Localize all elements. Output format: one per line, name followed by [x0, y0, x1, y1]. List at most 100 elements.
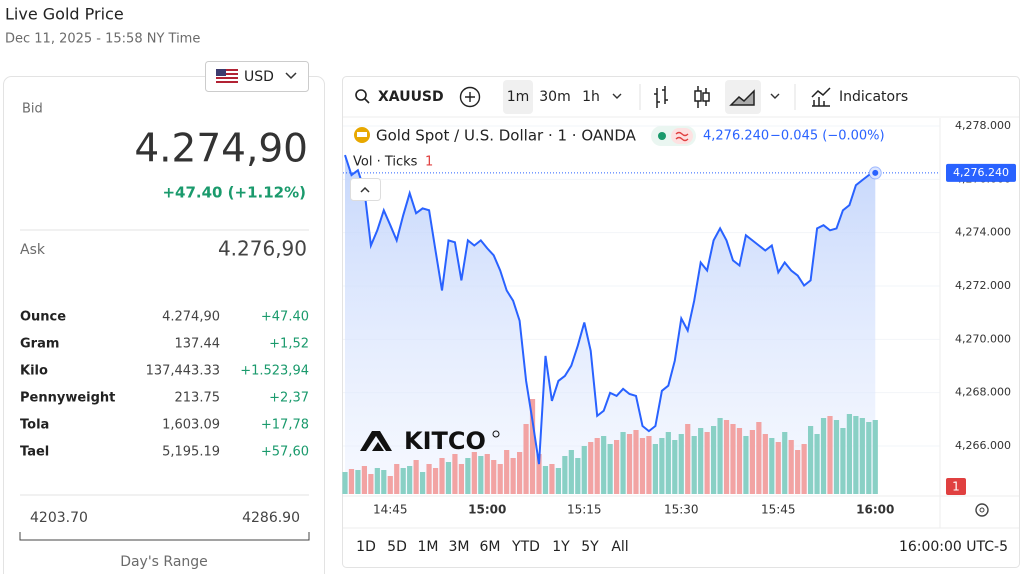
volume-bar: [711, 426, 717, 494]
bars-icon[interactable]: [654, 86, 668, 108]
last-point: [872, 169, 879, 176]
unit-price: 213.75: [175, 391, 221, 406]
period-buttons: 1D 5D 1M 3M 6M YTD 1Y 5Y All: [356, 539, 629, 555]
volume-bar: [814, 434, 820, 494]
currency-select[interactable]: USD: [205, 61, 309, 92]
bid-value: 4.274,90: [134, 127, 308, 172]
period[interactable]: 1Y: [552, 539, 570, 555]
ask-value: 4.276,90: [218, 237, 307, 261]
settings-core: [979, 507, 985, 513]
volume-bar: [452, 454, 458, 494]
bid-label: Bid: [22, 102, 43, 117]
range-label: Day's Range: [120, 554, 208, 570]
area: [345, 155, 876, 494]
chevron[interactable]: [612, 93, 622, 99]
status-dot: [658, 132, 666, 140]
volume-bar: [866, 422, 872, 494]
unit-change: +1.523,94: [240, 364, 309, 379]
volume-bar: [743, 436, 749, 494]
price-tag: [946, 163, 1016, 182]
x-tick-label: 16:00: [856, 503, 894, 517]
flag-canton: [216, 69, 226, 76]
volume-bar: [504, 450, 510, 494]
price-tag-text: 4,276.240: [953, 166, 1009, 179]
chevron[interactable]: [770, 93, 780, 99]
series-name: Gold Spot / U.S. Dollar · 1 · OANDA: [376, 127, 637, 145]
area-icon[interactable]: [729, 89, 755, 106]
flag-stripe: [216, 75, 238, 77]
unit-table: Ounce 4.274,90 +47.40 Gram 137.44 +1,52 Kilo 13…: [20, 310, 309, 460]
volume-bar: [808, 426, 814, 494]
y-tick-label: 4,274.000: [955, 226, 1011, 239]
range-high: 4286.90: [242, 510, 300, 526]
volume-bar: [659, 438, 665, 494]
x-tick-label: 15:45: [761, 503, 796, 517]
flag-stripe: [216, 79, 238, 81]
unit-name: Ounce: [20, 310, 66, 325]
indicators-icon[interactable]: [811, 87, 831, 107]
currency[interactable]: USD: [244, 69, 274, 85]
interval[interactable]: 1h: [582, 89, 600, 105]
volume-bar: [672, 440, 678, 494]
interval[interactable]: 30m: [539, 89, 570, 105]
period[interactable]: 1M: [418, 539, 439, 555]
volume-bar: [827, 416, 833, 494]
bid-change: +47.40 (+1.12%): [162, 184, 306, 202]
volume-bar: [698, 428, 704, 494]
x-tick-label: 15:00: [468, 503, 506, 517]
volume-bar: [491, 460, 497, 494]
unit-change: +1,52: [269, 337, 309, 352]
unit-change: +2,37: [269, 391, 309, 406]
search-icon[interactable]: [355, 89, 367, 101]
volume-bar: [769, 438, 775, 494]
volume-bar: [549, 464, 555, 494]
unit-name: Gram: [20, 337, 59, 352]
period[interactable]: 6M: [480, 539, 501, 555]
symbol[interactable]: XAUUSD: [378, 89, 444, 105]
y-tick-label: 4,270.000: [955, 332, 1011, 345]
plot: 4,278.0004,276.0004,274.0004,272.0004,27…: [342, 118, 1019, 528]
volume-bar: [536, 454, 542, 494]
volume-bar: [465, 458, 471, 494]
volume-bar: [717, 418, 723, 494]
volume-bar: [484, 454, 490, 494]
volume-bar: [361, 466, 367, 494]
volume-bar: [730, 424, 736, 494]
indicators[interactable]: Indicators: [839, 89, 908, 105]
volume-bar: [840, 428, 846, 494]
search-icon-handle: [364, 98, 370, 104]
unit-price: 137.44: [175, 337, 221, 352]
volume-bar: [432, 468, 439, 494]
settings[interactable]: [975, 503, 989, 517]
period[interactable]: YTD: [511, 539, 540, 555]
volume-bar: [872, 420, 878, 494]
volume-bar: [646, 436, 652, 494]
period[interactable]: 5Y: [581, 539, 599, 555]
interval[interactable]: 1m: [507, 89, 530, 105]
period[interactable]: All: [611, 539, 628, 555]
period[interactable]: 3M: [449, 539, 470, 555]
period[interactable]: 1D: [356, 539, 376, 555]
volume-bar: [788, 440, 794, 494]
volume-bar: [775, 442, 781, 494]
ask-label: Ask: [20, 242, 46, 258]
y-tick-label: 4,272.000: [955, 279, 1011, 292]
volume-bar: [348, 469, 355, 494]
page-title: Live Gold Price: [5, 5, 124, 24]
legend-price: 4,276.240: [703, 129, 769, 144]
volume-bar: [478, 456, 484, 494]
volume-label: Vol · Ticks: [353, 155, 418, 170]
volume-bar: [394, 464, 400, 494]
price-line: [344, 154, 876, 465]
x-tick-label: 15:15: [567, 503, 602, 517]
unit-change: +17,78: [261, 418, 309, 433]
toolbar: XAUUSD Indicators 1m 30m 1h: [355, 80, 908, 114]
volume-bar: [665, 432, 671, 494]
candle: [702, 92, 710, 102]
unit-price: 137,443.33: [146, 364, 220, 379]
add-symbol[interactable]: [459, 86, 481, 108]
period[interactable]: 5D: [387, 539, 407, 555]
volume-bar: [594, 438, 600, 494]
volume-bar: [374, 468, 380, 494]
volume-bar: [510, 458, 516, 494]
